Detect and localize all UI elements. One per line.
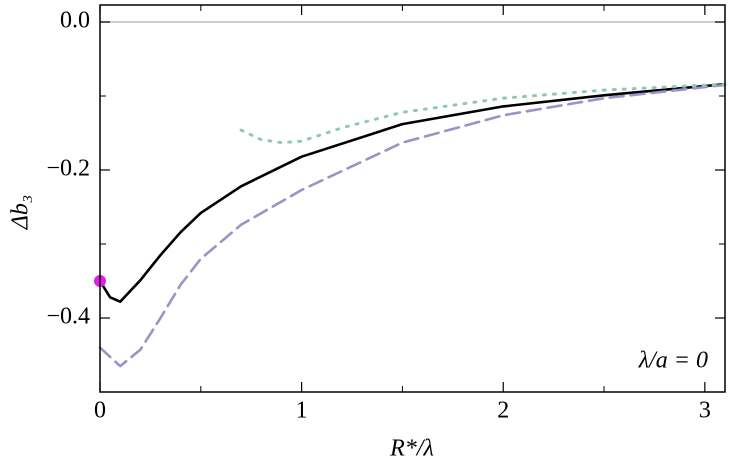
x-tick-label: 2 [497, 398, 509, 424]
y-tick-label: 0.0 [60, 8, 90, 34]
plot-frame [99, 4, 726, 393]
y-axis-label: Δb₃ [8, 195, 34, 230]
line-series [98, 83, 727, 368]
x-axis-label: R*/λ [389, 436, 434, 462]
y-tick-label: −0.4 [46, 304, 90, 330]
annotation: λ/a = 0 [638, 348, 708, 374]
x-tick-label: 0 [94, 398, 106, 424]
y-tick-label: −0.2 [46, 156, 90, 182]
line-series [98, 82, 727, 303]
line-series [239, 82, 727, 145]
x-tick-label: 3 [699, 398, 711, 424]
x-tick-label: 1 [296, 398, 308, 424]
